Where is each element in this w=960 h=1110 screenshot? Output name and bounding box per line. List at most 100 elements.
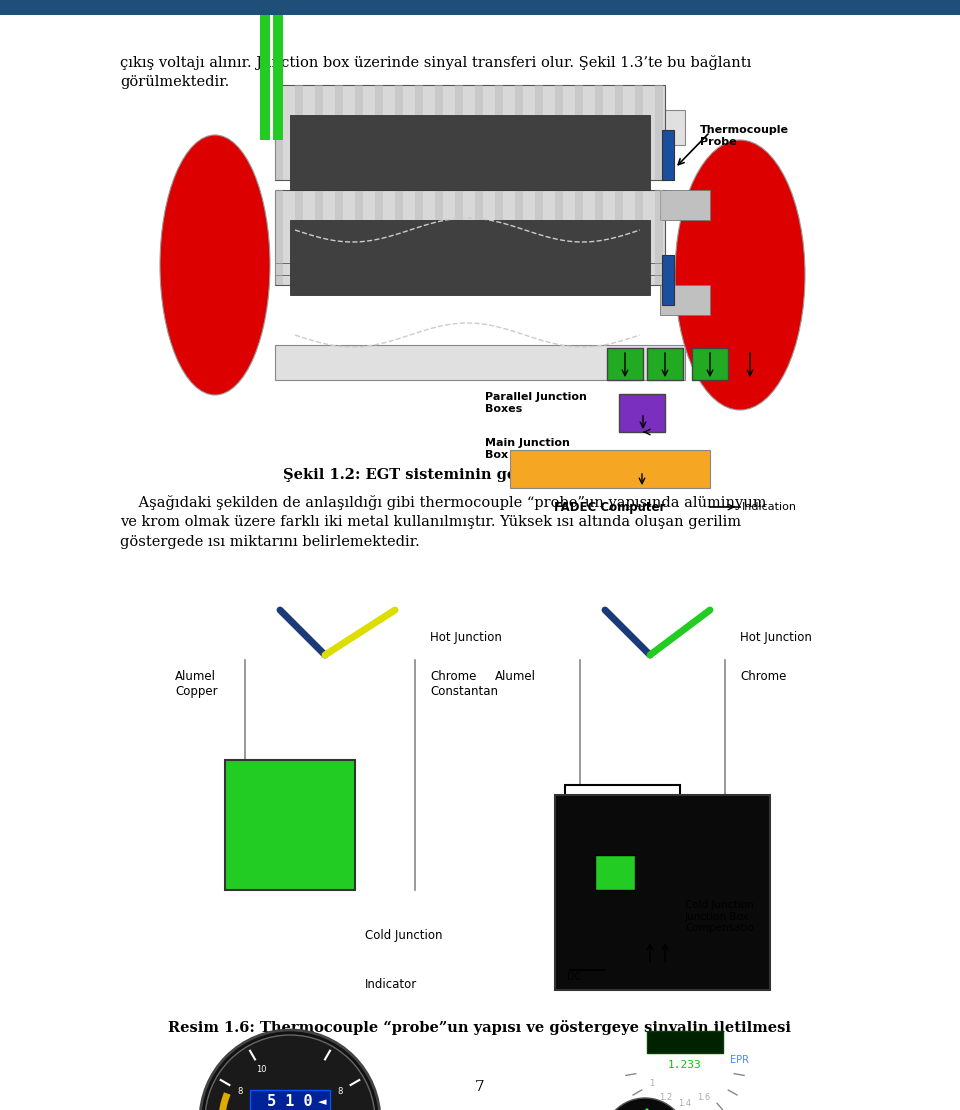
- Bar: [275, 190, 283, 285]
- Bar: [662, 255, 674, 305]
- Text: ve krom olmak üzere farklı iki metal kullanılmıştır. Yüksek ısı altında oluşan g: ve krom olmak üzere farklı iki metal kul…: [120, 515, 741, 529]
- Bar: [495, 190, 503, 285]
- Bar: [275, 85, 665, 180]
- Bar: [355, 85, 363, 180]
- Bar: [455, 190, 463, 285]
- Bar: [555, 795, 770, 990]
- Ellipse shape: [675, 140, 805, 410]
- Text: Resim 1.6: Thermocouple “probe”un yapısı ve göstergeye sinyalin iletilmesi: Resim 1.6: Thermocouple “probe”un yapısı…: [169, 1020, 791, 1035]
- Text: ◄: ◄: [318, 1097, 326, 1107]
- Bar: [515, 85, 523, 180]
- Bar: [273, 0, 283, 140]
- Text: 1.4: 1.4: [679, 1099, 691, 1108]
- Text: 1: 1: [650, 1080, 655, 1089]
- Bar: [415, 85, 423, 180]
- Text: görülmektedir.: görülmektedir.: [120, 75, 229, 89]
- Bar: [275, 85, 283, 180]
- Bar: [595, 190, 603, 285]
- Bar: [0, 0, 960, 16]
- Bar: [619, 394, 665, 432]
- Text: EPR: EPR: [730, 1054, 749, 1064]
- Bar: [455, 85, 463, 180]
- Bar: [275, 110, 685, 145]
- Bar: [225, 760, 355, 890]
- Bar: [635, 190, 643, 285]
- Bar: [435, 85, 443, 180]
- Text: 1.233: 1.233: [668, 1060, 702, 1070]
- Text: Indicator: Indicator: [365, 979, 418, 991]
- Bar: [660, 190, 710, 220]
- Bar: [595, 855, 635, 890]
- Text: Alumel: Alumel: [495, 670, 536, 683]
- Bar: [607, 349, 643, 380]
- Text: Chrome
Constantan: Chrome Constantan: [430, 670, 498, 698]
- Text: DC: DC: [567, 972, 582, 982]
- Circle shape: [200, 1030, 380, 1110]
- Bar: [355, 190, 363, 285]
- Bar: [315, 190, 323, 285]
- Text: 1.6: 1.6: [697, 1093, 710, 1102]
- Text: Indication: Indication: [742, 502, 797, 512]
- Text: 1.2: 1.2: [660, 1093, 673, 1102]
- Bar: [315, 85, 323, 180]
- Bar: [290, 220, 650, 295]
- Bar: [535, 190, 543, 285]
- Text: Bimetal
Spring: Bimetal Spring: [276, 979, 304, 998]
- Bar: [260, 0, 270, 140]
- Bar: [510, 450, 710, 488]
- Text: Chrome: Chrome: [740, 670, 786, 683]
- Text: çıkış voltajı alınır. Junction box üzerinde sinyal transferi olur. Şekil 1.3’te : çıkış voltajı alınır. Junction box üzeri…: [120, 56, 752, 70]
- Bar: [655, 85, 663, 180]
- Text: 5 1 0: 5 1 0: [267, 1094, 313, 1110]
- Bar: [435, 190, 443, 285]
- Text: Thermocouple
Probe: Thermocouple Probe: [700, 125, 789, 147]
- Bar: [615, 190, 623, 285]
- Bar: [475, 190, 483, 285]
- Bar: [555, 190, 563, 285]
- Bar: [415, 190, 423, 285]
- Bar: [295, 85, 303, 180]
- Ellipse shape: [160, 135, 270, 395]
- Bar: [595, 85, 603, 180]
- Bar: [335, 85, 343, 180]
- Bar: [275, 263, 355, 275]
- Bar: [635, 85, 643, 180]
- Bar: [565, 785, 680, 880]
- Bar: [692, 349, 728, 380]
- Text: Cold Junction: Cold Junction: [365, 928, 443, 941]
- Bar: [647, 1031, 723, 1053]
- Text: Main Junction
Box: Main Junction Box: [485, 438, 570, 460]
- Bar: [655, 190, 663, 285]
- Bar: [395, 190, 403, 285]
- Text: göstergede ısı miktarını belirlemektedir.: göstergede ısı miktarını belirlemektedir…: [120, 535, 420, 549]
- Text: Hot Junction: Hot Junction: [740, 632, 812, 645]
- Bar: [515, 263, 665, 275]
- Text: 8: 8: [338, 1087, 343, 1096]
- Bar: [375, 85, 383, 180]
- Circle shape: [603, 1098, 687, 1110]
- Bar: [395, 85, 403, 180]
- Bar: [475, 85, 483, 180]
- Bar: [275, 190, 665, 285]
- Bar: [515, 190, 523, 285]
- Text: Şekil 1.2: EGT sisteminin genel bağlantı şeması: Şekil 1.2: EGT sisteminin genel bağlantı…: [283, 468, 677, 482]
- Bar: [375, 190, 383, 285]
- Text: 7: 7: [475, 1080, 485, 1094]
- Bar: [615, 85, 623, 180]
- Text: Aşağıdaki şekilden de anlaşıldığı gibi thermocouple “probe”un yapısında alüminyu: Aşağıdaki şekilden de anlaşıldığı gibi t…: [120, 495, 766, 509]
- Bar: [250, 1090, 330, 1110]
- Bar: [575, 85, 583, 180]
- Bar: [660, 285, 710, 315]
- Bar: [290, 115, 650, 190]
- Text: Hot Junction: Hot Junction: [430, 632, 502, 645]
- Bar: [335, 190, 343, 285]
- Bar: [662, 130, 674, 180]
- Bar: [535, 85, 543, 180]
- Bar: [275, 345, 685, 380]
- Bar: [295, 190, 303, 285]
- Bar: [575, 190, 583, 285]
- Text: Alumel
Copper: Alumel Copper: [175, 670, 218, 698]
- Text: Cold Junction
Junction Box
Compensatio: Cold Junction Junction Box Compensatio: [685, 900, 754, 934]
- Bar: [647, 349, 683, 380]
- Text: 8: 8: [237, 1087, 243, 1096]
